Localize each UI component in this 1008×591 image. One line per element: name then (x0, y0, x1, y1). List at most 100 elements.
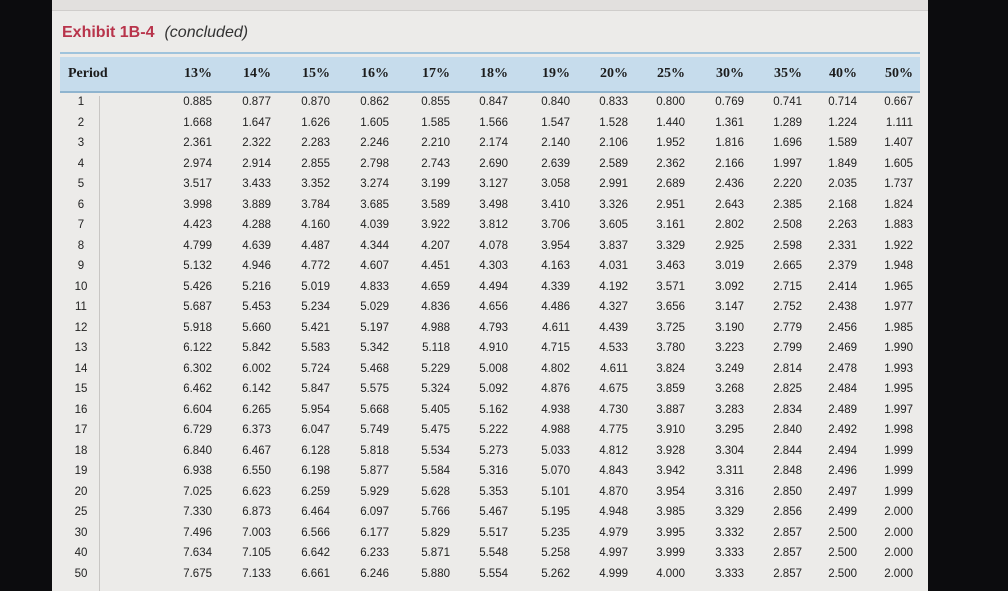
factor-cell: 4.533 (599, 342, 628, 354)
factor-cell: 4.339 (541, 280, 570, 293)
factor-cell: 2.798 (360, 157, 389, 170)
factor-cell: 3.605 (599, 219, 628, 231)
factor-cell: 6.729 (183, 424, 212, 436)
factor-cell: 2.385 (773, 198, 802, 211)
factor-cell: 3.954 (656, 485, 685, 498)
factor-cell: 2.848 (773, 465, 802, 477)
factor-cell: 4.988 (541, 424, 570, 436)
factor-cell: 6.938 (183, 465, 212, 477)
document-page: Exhibit 1B-4 (concluded) Period 13% 14% 15% 1… (52, 0, 928, 591)
factor-cell: 6.550 (242, 465, 271, 477)
factor-cell: 1.965 (884, 280, 913, 293)
factor-cell: 4.327 (599, 301, 628, 313)
factor-cell: 3.498 (479, 198, 508, 211)
factor-cell: 5.234 (301, 301, 330, 313)
factor-cell: 1.824 (884, 198, 913, 211)
factor-cell: 2.974 (183, 157, 212, 170)
factor-cell: 4.607 (360, 260, 389, 272)
factor-cell: 4.639 (242, 239, 271, 252)
factor-cell: 2.322 (242, 137, 271, 149)
factor-cell: 2.283 (301, 137, 330, 149)
factor-cell: 5.534 (421, 444, 450, 457)
header-rate: 30% (716, 66, 744, 81)
factor-cell: 1.948 (884, 260, 913, 272)
period-cell: 50 (74, 567, 88, 580)
table-row: 14 6.302 6.002 5.724 5.468 5.229 5.008 4.802 4.6… (60, 363, 920, 379)
factor-cell: 5.583 (301, 342, 330, 354)
factor-cell: 6.604 (183, 403, 212, 416)
factor-cell: 5.749 (360, 424, 389, 436)
factor-cell: 4.288 (242, 219, 271, 231)
factor-cell: 0.714 (828, 96, 857, 108)
factor-cell: 2.856 (773, 506, 802, 518)
factor-cell: 2.589 (599, 157, 628, 170)
exhibit-subtitle: (concluded) (164, 24, 249, 41)
table-header: Period 13% 14% 15% 16% 17% 18% 19% 20% 25% 30% 35% 4… (60, 57, 920, 93)
factor-cell: 4.775 (599, 424, 628, 436)
factor-cell: 0.847 (479, 96, 508, 108)
factor-cell: 7.105 (242, 547, 271, 559)
factor-cell: 3.410 (541, 198, 570, 211)
factor-cell: 4.715 (541, 342, 570, 354)
factor-cell: 4.078 (479, 239, 508, 252)
table-row: 2 1.668 1.647 1.626 1.605 1.585 1.566 1.547 1.52… (60, 117, 920, 133)
factor-cell: 3.329 (656, 239, 685, 252)
period-cell: 18 (74, 444, 88, 457)
previous-table-strip (52, 0, 928, 11)
factor-cell: 5.548 (479, 547, 508, 559)
factor-cell: 4.487 (301, 239, 330, 252)
factor-cell: 4.946 (242, 260, 271, 272)
factor-cell: 3.859 (656, 383, 685, 395)
factor-cell: 2.106 (599, 137, 628, 149)
factor-cell: 3.824 (656, 362, 685, 375)
factor-cell: 2.497 (828, 485, 857, 498)
factor-cell: 2.951 (656, 198, 685, 211)
factor-cell: 3.685 (360, 198, 389, 211)
factor-cell: 4.031 (599, 260, 628, 272)
factor-cell: 4.192 (599, 280, 628, 293)
factor-cell: 5.092 (479, 383, 508, 395)
table-row: 16 6.604 6.265 5.954 5.668 5.405 5.162 4.938 4.7… (60, 404, 920, 420)
factor-cell: 2.331 (828, 239, 857, 252)
factor-cell: 4.611 (542, 321, 570, 334)
factor-cell: 5.877 (360, 465, 389, 477)
table-row: 9 5.132 4.946 4.772 4.607 4.451 4.303 4.163 4.03… (60, 260, 920, 276)
factor-cell: 1.605 (884, 157, 913, 170)
factor-cell: 5.468 (360, 362, 389, 375)
factor-cell: 1.668 (183, 116, 212, 129)
factor-cell: 3.706 (541, 219, 570, 231)
table-row: 8 4.799 4.639 4.487 4.344 4.207 4.078 3.954 3.83… (60, 240, 920, 256)
header-period: Period (68, 66, 108, 81)
factor-cell: 5.033 (541, 444, 570, 457)
factor-cell: 1.407 (884, 137, 913, 149)
factor-cell: 3.942 (656, 465, 685, 477)
factor-cell: 5.426 (183, 280, 212, 293)
factor-cell: 4.207 (421, 239, 450, 252)
factor-cell: 4.948 (599, 506, 628, 518)
factor-cell: 1.816 (715, 137, 744, 149)
factor-cell: 6.142 (242, 383, 271, 395)
factor-cell: 5.118 (422, 342, 450, 354)
period-cell: 40 (74, 547, 88, 559)
factor-cell: 1.922 (884, 239, 913, 252)
factor-cell: 5.929 (360, 485, 389, 498)
factor-cell: 4.303 (479, 260, 508, 272)
factor-cell: 3.784 (301, 198, 330, 211)
factor-cell: 3.268 (715, 383, 744, 395)
caption-rule (60, 52, 920, 54)
factor-cell: 3.332 (715, 526, 744, 539)
factor-cell: 2.174 (479, 137, 508, 149)
factor-cell: 2.743 (421, 157, 450, 170)
factor-cell: 5.421 (301, 321, 330, 334)
factor-cell: 5.195 (541, 506, 570, 518)
factor-cell: 6.373 (242, 424, 271, 436)
factor-cell: 2.000 (884, 547, 913, 559)
header-rate: 35% (774, 66, 802, 81)
factor-cell: 1.999 (884, 485, 913, 498)
factor-cell: 5.235 (541, 526, 570, 539)
factor-cell: 7.634 (183, 547, 212, 559)
table-row: 3 2.361 2.322 2.283 2.246 2.210 2.174 2.140 2.10… (60, 137, 920, 153)
factor-cell: 3.329 (715, 506, 744, 518)
factor-cell: 0.840 (541, 96, 570, 108)
factor-cell: 1.997 (884, 403, 913, 416)
